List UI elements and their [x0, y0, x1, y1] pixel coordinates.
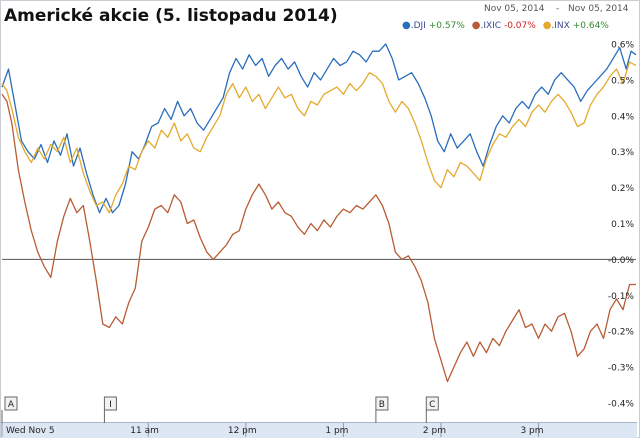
y-tick-label: 0.1%: [611, 220, 634, 230]
news-marker-label: A: [8, 400, 15, 410]
legend-item-dji[interactable]: ●.DJI +0.57%: [402, 20, 468, 31]
x-tick-labels: Wed Nov 5 11 am 12 pm 1 pm 2 pm 3 pm: [1, 423, 544, 437]
news-marker-a[interactable]: A: [1, 396, 18, 423]
y-tick-label: 0.3%: [611, 148, 634, 158]
legend-name: .DJI: [410, 21, 426, 31]
date-range-from: Nov 05, 2014: [484, 4, 545, 14]
x-tick-label: 1 pm: [325, 426, 348, 436]
date-range-to: Nov 05, 2014: [568, 4, 629, 14]
y-tick-label: -0.1%: [608, 292, 635, 302]
legend-dot-icon: ●: [542, 20, 552, 31]
series-line-ixic: [1, 93, 636, 383]
news-marker-box: [375, 396, 389, 411]
news-marker-label: C: [429, 400, 435, 410]
news-marker-c[interactable]: C: [425, 396, 439, 423]
news-marker-label: B: [379, 400, 385, 410]
news-marker-box: [425, 396, 439, 411]
legend-change: -0.07%: [503, 21, 536, 31]
y-tick-label: 0.5%: [611, 76, 634, 86]
y-tick-label: 0.6%: [611, 41, 634, 51]
legend-name: .IXIC: [480, 21, 502, 31]
date-range-separator: -: [556, 4, 560, 14]
legend-change: +0.57%: [428, 21, 465, 31]
time-axis-strip: [1, 422, 637, 438]
x-tick-label: 12 pm: [228, 426, 257, 436]
news-marker-b[interactable]: B: [375, 396, 389, 423]
x-tick-label: 3 pm: [520, 426, 543, 436]
legend-item-ixic[interactable]: ●.IXIC -0.07%: [471, 20, 539, 31]
y-tick-label: -0.4%: [608, 400, 635, 410]
y-tick-label: -0.2%: [608, 328, 635, 338]
y-tick-label: 0.2%: [611, 184, 634, 194]
y-tick-label: -0.0%: [608, 256, 635, 266]
series-line-inx: [1, 61, 637, 214]
series-line-dji: [1, 43, 637, 214]
news-marker-label: I: [109, 400, 112, 410]
y-tick-labels: 0.6% 0.5% 0.4% 0.3% 0.2% 0.1% -0.0% -0.1% -0.2% -…: [608, 41, 635, 410]
series-group: [1, 43, 637, 383]
legend-name: .INX: [551, 21, 570, 31]
chart-title: Americké akcie (5. listopadu 2014): [4, 6, 338, 26]
date-range: Nov 05, 2014 - Nov 05, 2014: [440, 4, 636, 34]
x-tick-label: 2 pm: [423, 426, 446, 436]
x-tick-label: Wed Nov 5: [6, 426, 55, 436]
legend: ●.DJI +0.57% ●.IXIC -0.07% ●.INX +0.64%: [398, 20, 609, 31]
legend-change: +0.64%: [572, 21, 609, 31]
legend-dot-icon: ●: [471, 20, 481, 31]
news-marker-i[interactable]: I: [103, 396, 117, 423]
news-marker-box: [103, 396, 117, 411]
x-tick-label: 11 am: [130, 426, 159, 436]
news-marker-box: [4, 396, 18, 411]
y-tick-label: 0.4%: [611, 112, 634, 122]
legend-dot-icon: ●: [402, 20, 411, 31]
legend-item-inx[interactable]: ●.INX +0.64%: [542, 20, 609, 31]
y-tick-label: -0.3%: [608, 364, 635, 374]
